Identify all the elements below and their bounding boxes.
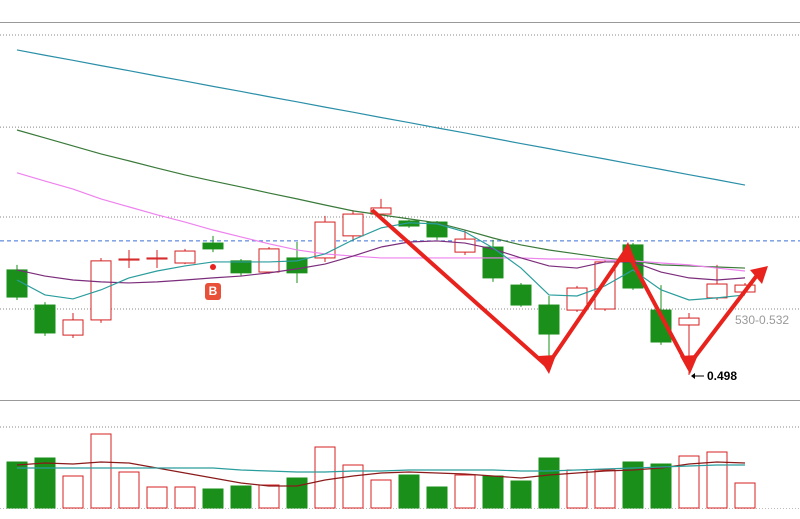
volume-bar: [538, 457, 560, 509]
candle-body: [314, 221, 336, 259]
candle-body: [286, 257, 308, 274]
volume-bar: [6, 461, 28, 509]
volume-panel: [0, 426, 800, 509]
candle-body: [538, 304, 560, 335]
low-pointer-head: [691, 373, 695, 379]
volume-bar: [62, 475, 84, 509]
candle-body: [118, 258, 140, 261]
candle-body: [706, 283, 728, 299]
low-label: 0.498: [707, 369, 737, 383]
candle-body: [146, 257, 168, 260]
moving-average: [16, 49, 746, 186]
volume-bar: [454, 474, 476, 509]
candle-body: [62, 319, 84, 336]
moving-average: [16, 461, 746, 487]
moving-average: [16, 222, 746, 301]
volume-bar: [566, 469, 588, 509]
volume-bar: [678, 455, 700, 509]
volume-bar: [174, 486, 196, 509]
volume-bar: [622, 461, 644, 509]
volume-bar: [426, 486, 448, 509]
signal-dot: [210, 264, 216, 270]
volume-bar: [706, 451, 728, 509]
volume-bar: [482, 475, 504, 509]
volume-bar: [650, 463, 672, 509]
candle-body: [202, 242, 224, 250]
candle-body: [174, 250, 196, 264]
candle-body: [454, 238, 476, 253]
candle-body: [650, 309, 672, 343]
volume-bar: [34, 457, 56, 509]
price-label: 530-0.532: [735, 313, 789, 327]
trend-arrows: [370, 208, 768, 374]
volume-bar: [258, 484, 280, 509]
volume-bar: [370, 479, 392, 509]
volume-bar: [90, 433, 112, 509]
arrow-head: [680, 355, 698, 374]
volume-bar: [146, 486, 168, 509]
volume-bar: [398, 474, 420, 509]
candle-body: [342, 213, 364, 237]
volume-bar: [118, 471, 140, 509]
signal-label: B: [209, 284, 218, 298]
candle-body: [678, 317, 700, 326]
candle-body: [230, 260, 252, 274]
moving-average: [17, 464, 745, 473]
candle-body: [566, 287, 588, 311]
volume-bar: [286, 477, 308, 509]
candle-body: [258, 248, 280, 273]
candle-body: [34, 304, 56, 334]
volume-bar: [734, 482, 756, 509]
arrow-head: [750, 266, 768, 284]
volume-bar: [230, 485, 252, 509]
signal-badge: [205, 283, 221, 300]
arrow-head: [617, 242, 636, 262]
candle-body: [370, 207, 392, 215]
volume-bar: [510, 480, 532, 509]
volume-bar: [594, 469, 616, 509]
candle-body: [510, 284, 532, 306]
volume-bar: [314, 446, 336, 509]
arrow-head: [538, 355, 556, 374]
volume-bar: [202, 488, 224, 509]
candle-body: [482, 246, 504, 279]
